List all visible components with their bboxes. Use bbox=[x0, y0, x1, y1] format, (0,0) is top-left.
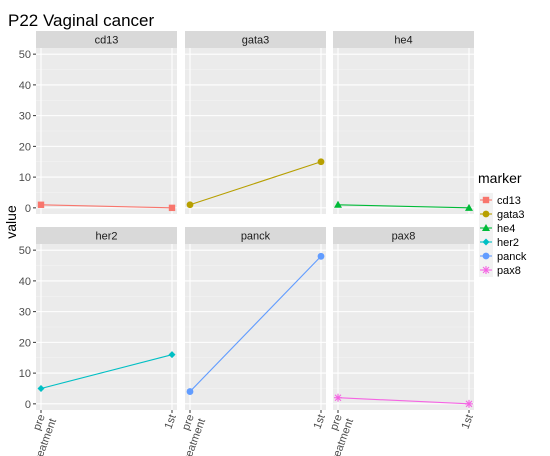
facet-strip bbox=[185, 227, 326, 244]
data-point-he4-1 bbox=[465, 203, 473, 211]
legend-item-gata3: gata3 bbox=[479, 207, 525, 221]
facet-panel-he4: he4 bbox=[333, 31, 474, 214]
data-point-her2-0 bbox=[37, 384, 45, 392]
legend-key-marker-cd13 bbox=[482, 196, 490, 204]
legend: marker cd13 gata3 he4 her2 panck pax8 bbox=[478, 170, 527, 277]
legend-label: panck bbox=[497, 251, 527, 263]
facet-strip bbox=[36, 31, 177, 48]
data-point-gata3-0 bbox=[186, 201, 194, 209]
legend-key-marker-panck bbox=[482, 252, 490, 260]
legend-item-he4: he4 bbox=[479, 221, 515, 235]
series-line-pax8 bbox=[337, 397, 470, 405]
y-tick-label: 10 bbox=[19, 368, 31, 380]
data-point-panck-0 bbox=[186, 388, 194, 395]
facet-panel-gata3: gata3 bbox=[185, 31, 326, 214]
chart-title: P22 Vaginal cancer bbox=[8, 11, 155, 30]
series-line-cd13 bbox=[40, 204, 173, 209]
y-tick-label: 30 bbox=[19, 111, 31, 123]
x-tick-label: pretreatment bbox=[21, 413, 59, 456]
series-line-gata3 bbox=[189, 161, 322, 206]
facet-strip-label: he4 bbox=[394, 35, 412, 47]
data-point-gata3-1 bbox=[317, 158, 325, 166]
y-tick-label: 50 bbox=[19, 245, 31, 257]
facet-strip-label: gata3 bbox=[242, 35, 270, 47]
y-axis-title: value bbox=[3, 205, 19, 239]
data-point-he4-0 bbox=[334, 200, 342, 208]
legend-key-marker-he4 bbox=[482, 224, 490, 231]
x-tick-label-line: pre bbox=[31, 413, 48, 432]
legend-key-marker-pax8 bbox=[482, 266, 490, 274]
x-tick-label-line: 1st bbox=[163, 413, 179, 431]
series-line-panck bbox=[189, 255, 322, 392]
legend-key-marker-gata3 bbox=[482, 210, 490, 218]
legend-item-her2: her2 bbox=[479, 235, 519, 249]
legend-label: pax8 bbox=[497, 265, 521, 277]
facet-strip-label: panck bbox=[241, 231, 271, 243]
facet-strip bbox=[185, 31, 326, 48]
series-line-he4 bbox=[337, 204, 470, 209]
x-tick-label: 1st bbox=[460, 413, 476, 431]
y-tick-label: 30 bbox=[19, 307, 31, 319]
facet-strip bbox=[36, 227, 177, 244]
facet-strip-label: cd13 bbox=[95, 35, 119, 47]
data-point-her2-1 bbox=[168, 351, 176, 359]
y-tick-label: 40 bbox=[19, 80, 31, 92]
legend-item-panck: panck bbox=[479, 249, 527, 263]
y-tick-label: 20 bbox=[19, 141, 31, 153]
facet-strip bbox=[333, 227, 474, 244]
y-tick-label: 10 bbox=[19, 172, 31, 184]
legend-label: gata3 bbox=[497, 209, 525, 221]
series-line-her2 bbox=[40, 354, 173, 390]
x-tick-label-line: pre bbox=[328, 413, 345, 432]
y-tick-label: 0 bbox=[25, 399, 31, 411]
y-tick-label: 50 bbox=[19, 49, 31, 61]
facet-panel-cd13: cd13 0 10 20 30 40 50 bbox=[19, 31, 177, 215]
facet-strip-label: pax8 bbox=[392, 231, 416, 243]
y-tick-label: 40 bbox=[19, 276, 31, 288]
x-tick-label-line: pre bbox=[180, 413, 197, 432]
data-point-panck-1 bbox=[317, 252, 325, 260]
legend-title: marker bbox=[478, 170, 522, 186]
data-point-pax8-0 bbox=[334, 393, 342, 402]
legend-item-pax8: pax8 bbox=[479, 263, 521, 277]
x-tick-label-line: 1st bbox=[460, 413, 476, 431]
legend-label: he4 bbox=[497, 223, 515, 235]
legend-label: her2 bbox=[497, 237, 519, 249]
x-tick-label-line: 1st bbox=[312, 413, 328, 431]
data-point-pax8-1 bbox=[465, 399, 473, 408]
y-tick-label: 0 bbox=[25, 203, 31, 215]
facet-panel-her2: her2 0 10 20 30 40 50 pretreatment 1st bbox=[19, 227, 179, 456]
x-tick-label: 1st bbox=[163, 413, 179, 431]
y-tick-label: 20 bbox=[19, 337, 31, 349]
data-point-cd13-0 bbox=[37, 201, 45, 208]
x-tick-label: 1st bbox=[312, 413, 328, 431]
facet-panels: cd13 0 10 20 30 40 50 gata3 he4 her2 0 10 20 30 40 50 pr… bbox=[19, 31, 476, 456]
legend-label: cd13 bbox=[497, 195, 521, 207]
data-point-cd13-1 bbox=[168, 204, 176, 212]
facet-strip bbox=[333, 31, 474, 48]
legend-item-cd13: cd13 bbox=[479, 193, 521, 207]
facet-strip-label: her2 bbox=[95, 231, 117, 243]
legend-key-marker-her2 bbox=[482, 238, 490, 246]
